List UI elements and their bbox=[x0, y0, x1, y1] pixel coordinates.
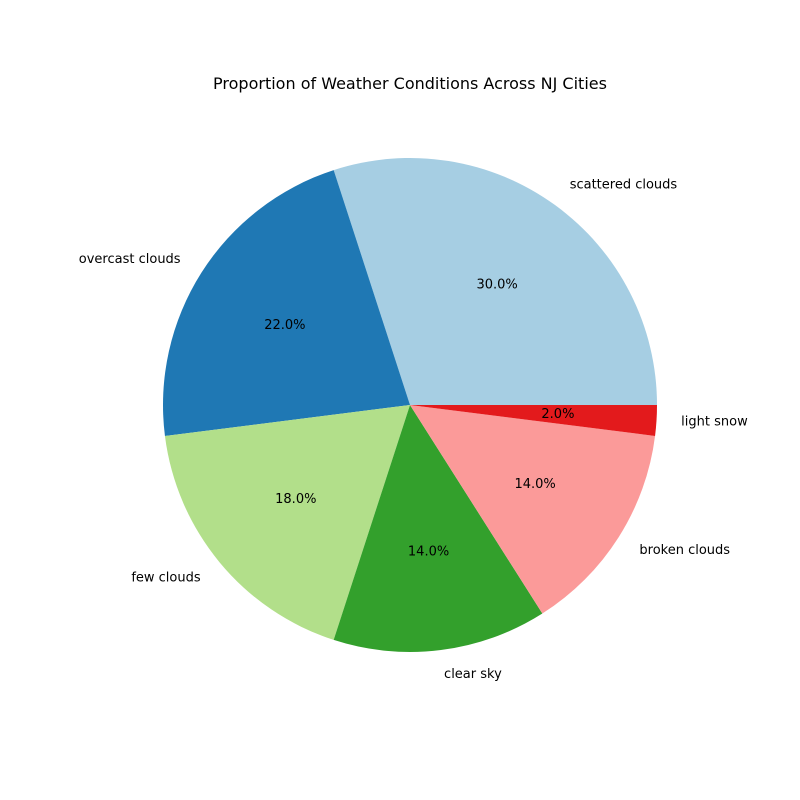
slice-percent-overcast-clouds: 22.0% bbox=[264, 318, 305, 333]
slice-label-scattered-clouds: scattered clouds bbox=[570, 178, 678, 193]
pie-slice-broken-clouds bbox=[410, 405, 656, 614]
slice-percent-scattered-clouds: 30.0% bbox=[476, 278, 517, 293]
pie-labels: scattered clouds 30.0% overcast clouds 22.0… bbox=[79, 178, 748, 682]
slice-label-light-snow: light snow bbox=[681, 415, 748, 430]
pie-slices bbox=[163, 157, 657, 652]
slice-percent-clear-sky: 14.0% bbox=[408, 545, 449, 560]
pie-slice-few-clouds bbox=[164, 405, 410, 640]
slice-percent-few-clouds: 18.0% bbox=[275, 492, 316, 507]
slice-percent-light-snow: 2.0% bbox=[541, 407, 574, 422]
slice-label-overcast-clouds: overcast clouds bbox=[79, 252, 181, 267]
slice-label-few-clouds: few clouds bbox=[131, 571, 201, 586]
pie-slice-light-snow bbox=[410, 405, 657, 436]
pie-slice-scattered-clouds bbox=[333, 157, 657, 405]
slice-label-broken-clouds: broken clouds bbox=[639, 543, 730, 558]
slice-percent-broken-clouds: 14.0% bbox=[514, 477, 555, 492]
chart-title: Proportion of Weather Conditions Across … bbox=[213, 74, 607, 93]
pie-slice-clear-sky bbox=[333, 405, 543, 652]
pie-slice-overcast-clouds bbox=[163, 170, 410, 436]
slice-label-clear-sky: clear sky bbox=[444, 667, 502, 682]
